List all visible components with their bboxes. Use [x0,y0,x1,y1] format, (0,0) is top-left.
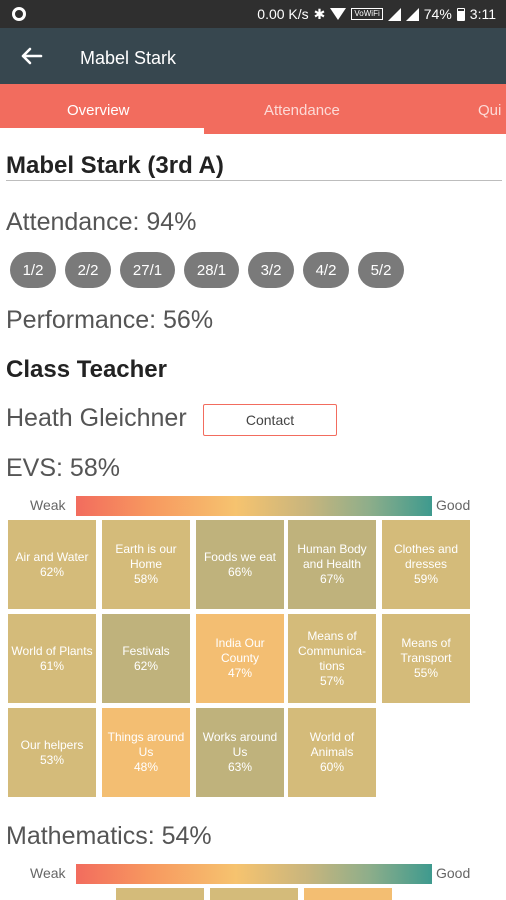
topic-name: India Our County [215,636,265,665]
topic-percent: 58% [133,572,159,586]
scale-gradient-bar [76,496,432,516]
performance-summary: Performance: 56% [6,306,214,334]
class-teacher-heading: Class Teacher [6,356,167,383]
bluetooth-icon: ✱ [313,5,326,22]
topic-percent: 57% [319,673,345,688]
topic-percent: 59% [413,572,439,586]
battery-percent: 74% [423,6,452,22]
topic-name: Means of Transport [400,636,452,665]
topic-name: Human Body and Health [297,542,367,571]
topic-name: Things around Us [107,730,185,759]
battery-icon [456,7,465,21]
date-chip[interactable]: 3/2 [248,252,294,288]
status-bar-right: 0.00 K/s ✱ VoWiFi 74% 3:11 [257,5,496,23]
topic-tile[interactable]: Festivals 62% [102,614,190,703]
date-chip[interactable]: 2/2 [65,252,111,288]
notification-circle-icon [12,7,26,21]
topic-name: Means of Communica-tions [297,628,366,673]
signal-secondary-icon [405,7,419,21]
network-speed: 0.00 K/s [257,6,309,22]
topic-name: Clothes and dresses [393,542,459,571]
contact-button[interactable]: Contact [203,404,337,436]
topic-tile[interactable]: Works around Us 63% [196,708,284,797]
topic-tile[interactable]: Earth is our Home 58% [102,520,190,609]
evs-summary: EVS: 58% [6,454,120,482]
date-chip[interactable]: 28/1 [184,252,239,288]
wifi-icon [330,8,347,20]
topic-name: Air and Water [15,549,89,564]
attendance-dates: 1/2 2/2 27/1 28/1 3/2 4/2 5/2 [10,252,404,288]
status-bar: 0.00 K/s ✱ VoWiFi 74% 3:11 [0,0,506,28]
vowifi-badge: VoWiFi [351,8,383,20]
scale-weak-label: Weak [30,865,66,881]
overview-content: Mabel Stark (3rd A) Attendance: 94% 1/2 … [0,134,506,900]
topic-percent: 63% [227,760,253,774]
topic-tile[interactable]: Foods we eat 66% [196,520,284,609]
scale-gradient-bar [76,864,432,884]
topic-name: Foods we eat [203,549,277,564]
topic-tile[interactable]: Means of Communica-tions 57% [288,614,376,703]
topic-tile[interactable]: India Our County 47% [196,614,284,703]
mathematics-summary: Mathematics: 54% [6,822,212,850]
topic-tile[interactable]: World of Animals 60% [288,708,376,797]
topic-percent: 60% [319,760,345,774]
teacher-name: Heath Gleichner [6,404,187,432]
topic-percent: 62% [133,658,159,673]
topic-percent: 48% [133,760,159,774]
topic-tile[interactable]: Our helpers 53% [8,708,96,797]
topic-tile[interactable]: Means of Transport 55% [382,614,470,703]
topic-tile[interactable] [304,888,392,900]
topic-percent: 62% [39,564,65,579]
date-chip[interactable]: 1/2 [10,252,56,288]
topic-tile[interactable]: Human Body and Health 67% [288,520,376,609]
topic-name: Festivals [122,643,170,658]
topic-percent: 47% [227,666,253,680]
scale-good-label: Good [436,865,471,881]
scale-good-label: Good [436,497,471,513]
topic-percent: 53% [39,752,65,767]
topic-tile[interactable]: Air and Water 62% [8,520,96,609]
evs-scale: Weak Good [0,496,506,516]
date-chip[interactable]: 27/1 [120,252,175,288]
topic-name: Earth is our Home [115,542,177,571]
topic-percent: 61% [39,658,65,673]
topic-name: World of Animals [309,730,355,759]
clock: 3:11 [469,6,496,22]
topic-name: World of Plants [11,643,93,658]
tab-quiz[interactable]: Qui [478,102,502,119]
tab-overview[interactable]: Overview [67,102,130,119]
heading-divider [6,180,502,181]
mathematics-scale: Weak Good [0,864,506,884]
topic-tile[interactable] [210,888,298,900]
student-heading: Mabel Stark (3rd A) [6,152,224,179]
signal-icon [387,7,401,21]
back-button[interactable] [14,40,50,72]
date-chip[interactable]: 5/2 [358,252,404,288]
topic-percent: 66% [227,564,253,579]
active-tab-indicator [0,128,204,134]
tab-attendance[interactable]: Attendance [264,102,340,119]
scale-weak-label: Weak [30,497,66,513]
date-chip[interactable]: 4/2 [303,252,349,288]
app-bar-title: Mabel Stark [80,48,177,68]
topic-tile[interactable]: World of Plants 61% [8,614,96,703]
topic-tile[interactable]: Things around Us 48% [102,708,190,797]
evs-topic-grid: Air and Water 62% Earth is our Home 58% … [8,520,478,800]
topic-name: Our helpers [20,737,84,752]
app-bar: Mabel Stark [0,28,506,84]
topic-tile[interactable] [116,888,204,900]
tab-bar: Overview Attendance Qui [0,84,506,134]
back-arrow-icon [21,47,43,65]
topic-percent: 55% [413,666,439,680]
topic-name: Works around Us [202,730,278,759]
topic-tile[interactable]: Clothes and dresses 59% [382,520,470,609]
topic-percent: 67% [319,572,345,586]
mathematics-topic-grid [0,888,506,900]
attendance-summary: Attendance: 94% [6,208,197,236]
